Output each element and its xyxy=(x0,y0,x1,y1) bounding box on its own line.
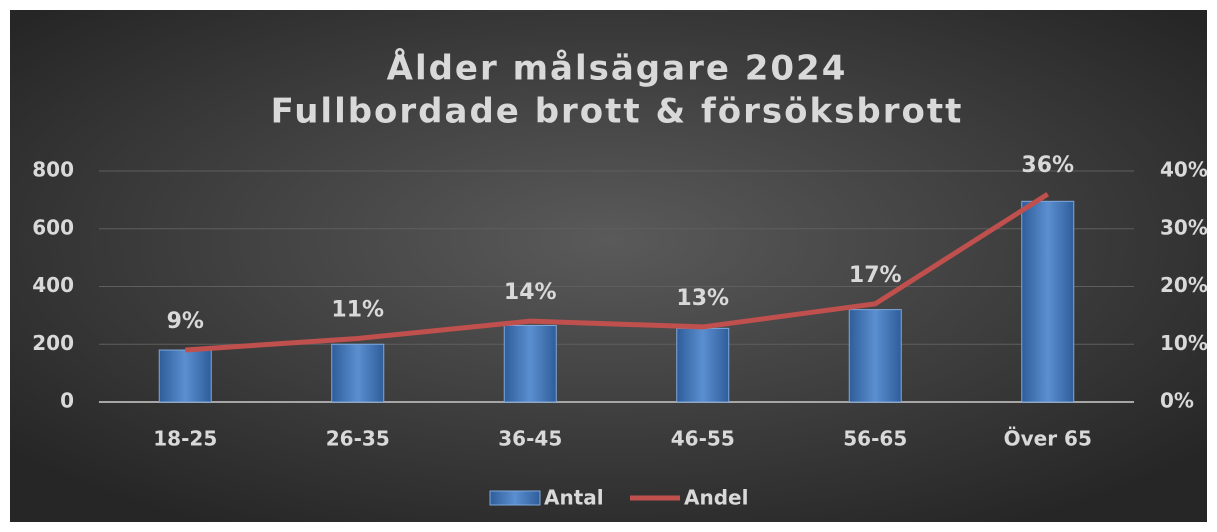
y2-tick-label: 40% xyxy=(1160,158,1208,182)
bar xyxy=(676,327,730,403)
y-tick-label: 0 xyxy=(60,389,74,413)
legend-label: Andel xyxy=(684,486,748,510)
x-tick-label: 26-35 xyxy=(326,427,390,451)
bar xyxy=(1021,200,1075,403)
bar xyxy=(848,309,902,403)
data-label: 11% xyxy=(331,297,384,322)
line xyxy=(185,191,1050,353)
legend-label: Antal xyxy=(544,486,604,510)
y2-tick-label: 30% xyxy=(1160,215,1208,239)
bar xyxy=(331,343,385,403)
data-label: 14% xyxy=(504,280,557,305)
chart-subtitle: Fullbordade brott & försöksbrott xyxy=(271,92,964,132)
y2-tick-label: 0% xyxy=(1160,389,1194,413)
data-label: 13% xyxy=(676,286,729,311)
chart-background xyxy=(10,10,1207,522)
y-tick-label: 800 xyxy=(32,158,74,182)
y-tick-label: 200 xyxy=(32,331,74,355)
x-tick-label: Över 65 xyxy=(1004,427,1092,451)
data-label: 17% xyxy=(849,263,902,288)
data-label: 36% xyxy=(1021,153,1074,178)
chart-title: Ålder målsägare 2024 xyxy=(387,48,848,89)
x-tick-label: 18-25 xyxy=(153,427,217,451)
y-tick-label: 600 xyxy=(32,215,74,239)
legend-swatch xyxy=(489,490,541,506)
y-tick-label: 400 xyxy=(32,273,74,297)
bar xyxy=(158,349,212,403)
x-tick-label: 36-45 xyxy=(498,427,562,451)
x-tick-label: 46-55 xyxy=(671,427,735,451)
data-label: 9% xyxy=(167,309,204,334)
y2-tick-label: 20% xyxy=(1160,273,1208,297)
x-tick-label: 56-65 xyxy=(843,427,907,451)
y2-tick-label: 10% xyxy=(1160,331,1208,355)
bar xyxy=(503,324,557,403)
